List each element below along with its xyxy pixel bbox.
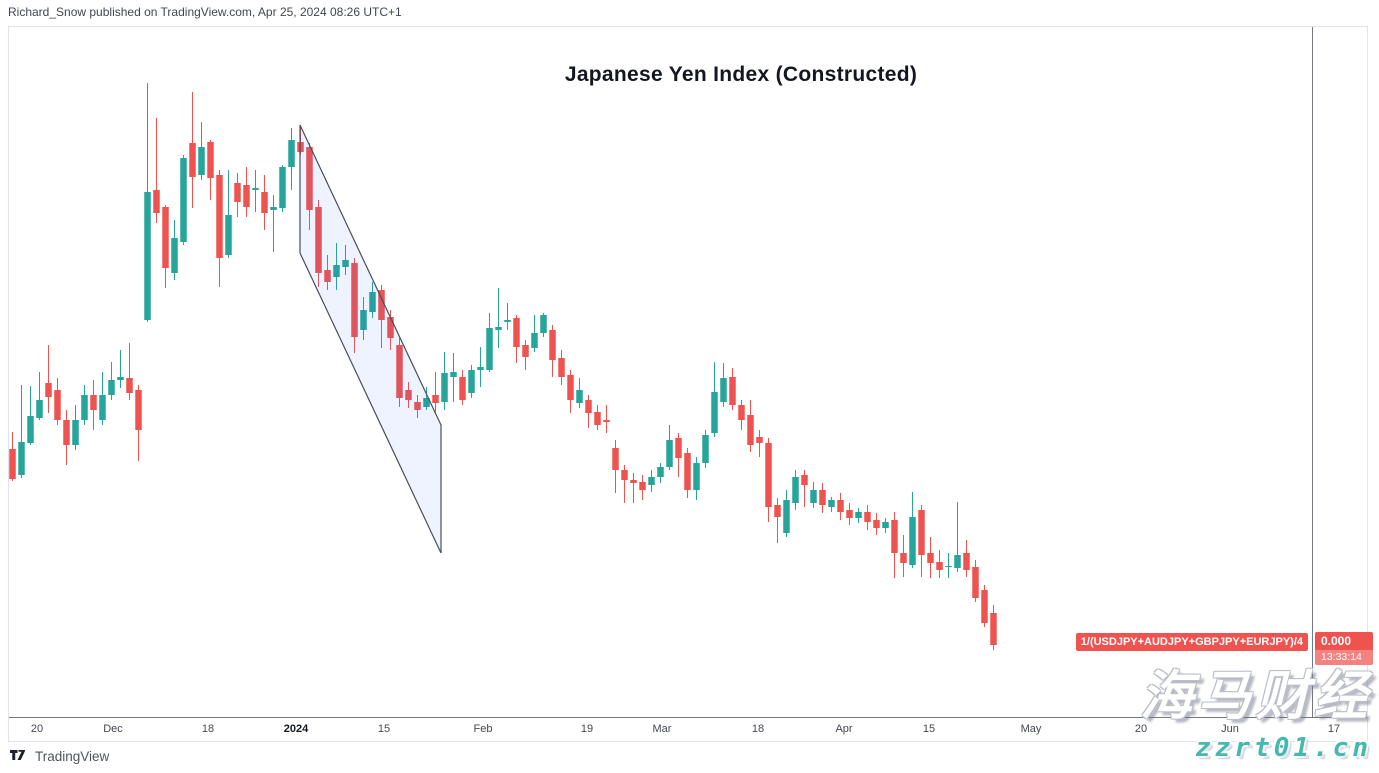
x-axis-tick: Mar <box>652 723 672 735</box>
x-axis-tick: 20 <box>1134 723 1148 735</box>
chart-title: Japanese Yen Index (Constructed) <box>564 63 918 86</box>
tradingview-logo-icon <box>10 750 25 760</box>
time-axis-divider <box>9 717 1367 718</box>
candlestick-plot[interactable] <box>9 27 1312 717</box>
x-axis-tick: 17 <box>1327 723 1341 735</box>
last-price-box: 0.000 13:33:14 <box>1315 632 1373 665</box>
x-axis-tick: 19 <box>580 723 594 735</box>
x-axis-tick: 18 <box>201 723 215 735</box>
x-axis-tick: 15 <box>377 723 391 735</box>
x-axis-tick: Feb <box>473 723 493 735</box>
bar-countdown: 13:33:14 <box>1315 650 1373 665</box>
tradingview-brand-link[interactable]: TradingView <box>10 748 109 764</box>
x-axis-tick: Jun <box>1221 723 1239 735</box>
x-axis-tick: Apr <box>835 723 853 735</box>
x-axis-tick: 15 <box>922 723 936 735</box>
x-axis-tick: 2024 <box>283 723 309 735</box>
time-axis[interactable]: 20 Dec 18 2024 15 Feb 19 Mar 18 Apr 15 May 20 Jun 17 <box>9 718 1367 741</box>
attribution-text: Richard_Snow published on TradingView.co… <box>8 5 402 19</box>
series-formula-label: 1/(USDJPY+AUDJPY+GBPJPY+EURJPY)/4 <box>1075 633 1308 651</box>
x-axis-tick: May <box>1020 723 1042 735</box>
last-price-value: 0.000 <box>1315 632 1373 650</box>
price-scale-area[interactable] <box>1313 27 1367 717</box>
chart-frame: 20 Dec 18 2024 15 Feb 19 Mar 18 Apr 15 May 20 Jun 17 <box>8 26 1368 742</box>
x-axis-tick: 18 <box>751 723 765 735</box>
x-axis-tick: Dec <box>103 723 123 735</box>
price-axis-divider <box>1312 27 1313 741</box>
x-axis-tick: 20 <box>30 723 44 735</box>
tradingview-brand-text: TradingView <box>35 748 110 764</box>
